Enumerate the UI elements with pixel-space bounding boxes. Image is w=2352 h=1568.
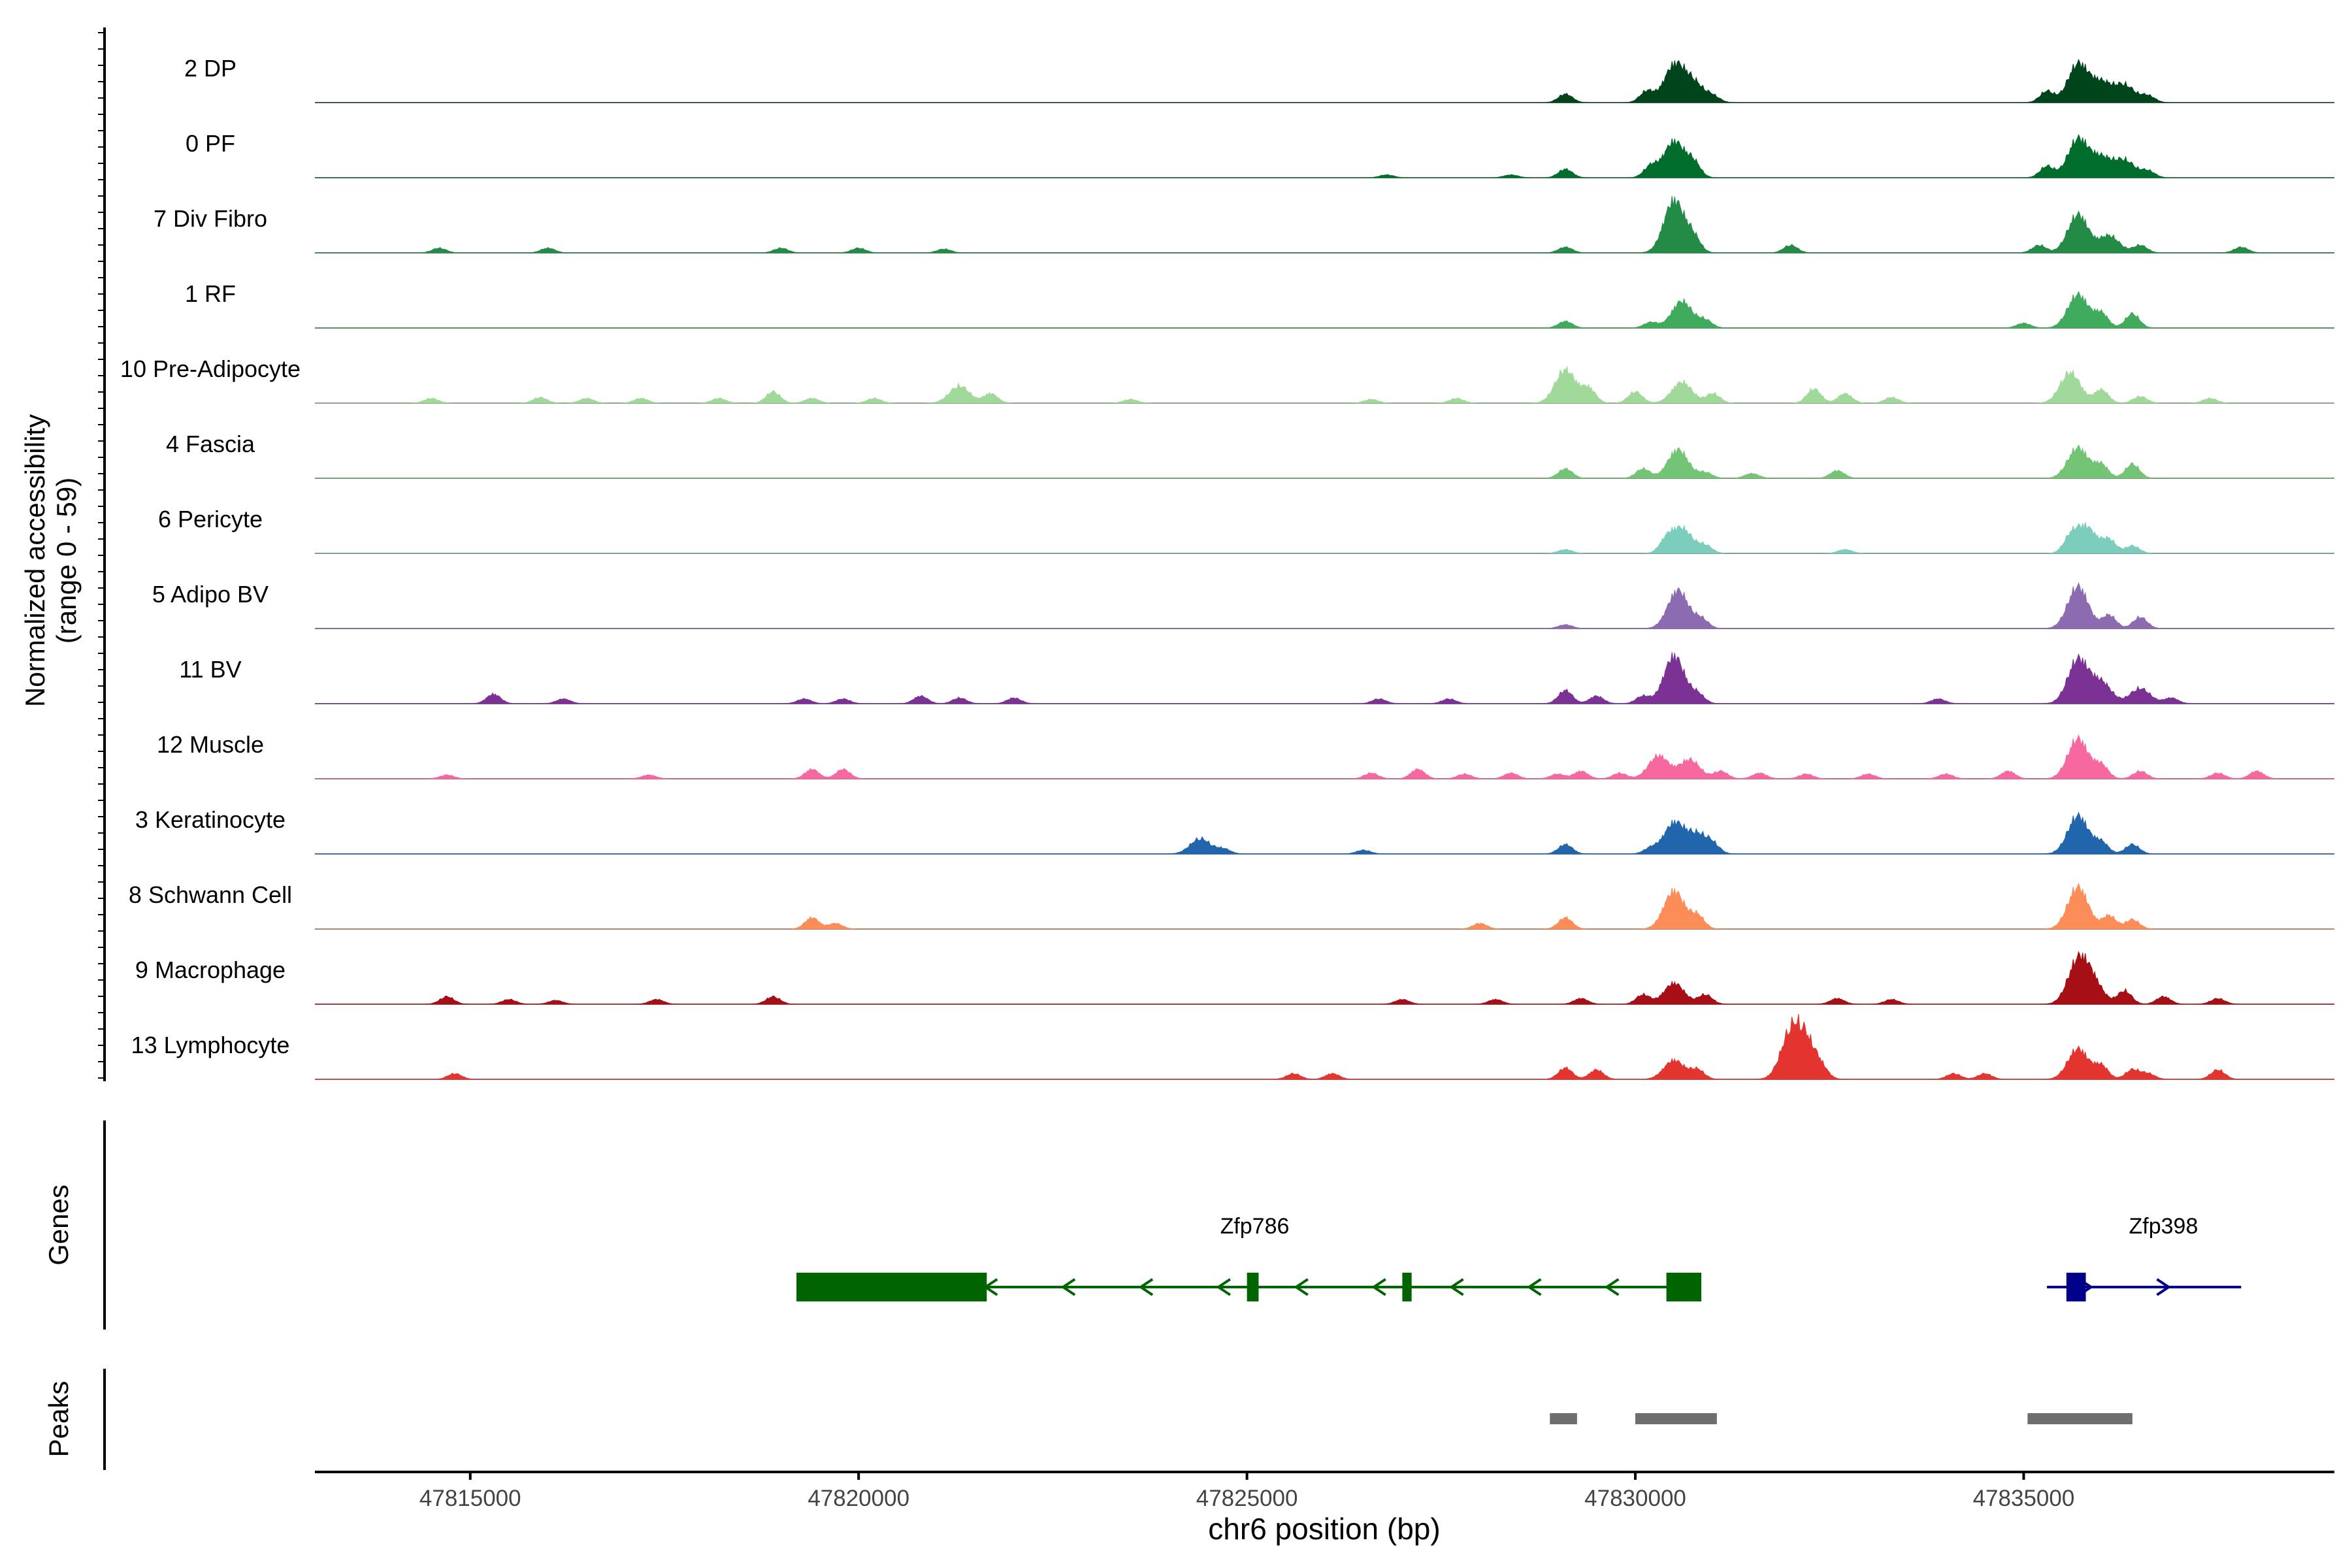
track-label: 0 PF [186, 130, 235, 157]
gene-name-label: Zfp398 [2129, 1214, 2198, 1239]
coverage-area [315, 811, 2334, 855]
strand-arrow-icon [1216, 1278, 1232, 1296]
coverage-area [315, 882, 2334, 930]
track-2: 0 PF [186, 130, 2334, 178]
track-4: 1 RF [185, 280, 2334, 329]
gene-name-label: Zfp786 [1220, 1214, 1290, 1239]
coverage-area [315, 1013, 2334, 1080]
track-label: 3 Keratinocyte [135, 806, 286, 833]
coverage-y-axis [98, 27, 106, 1081]
strand-arrow-icon [1448, 1278, 1464, 1296]
x-tick-label: 47825000 [1196, 1486, 1298, 1511]
track-3: 7 Div Fibro [154, 196, 2334, 253]
track-5: 10 Pre-Adipocyte [120, 355, 2334, 404]
strand-arrow-icon [1526, 1278, 1542, 1296]
x-tick-label: 47820000 [808, 1486, 909, 1511]
coverage-area [315, 366, 2334, 404]
coverage-area [315, 291, 2334, 329]
gene-exon [1247, 1273, 1259, 1301]
coverage-tracks: 2 DP 0 PF 7 Div Fibro 1 RF 10 Pre-Adipocyte 4… [120, 55, 2334, 1080]
coverage-area [315, 522, 2334, 554]
peaks-panel-label: Peaks [43, 1381, 74, 1458]
track-13: 9 Macrophage [135, 951, 2334, 1005]
strand-arrow-icon [1604, 1278, 1620, 1296]
track-label: 1 RF [185, 280, 236, 307]
coverage-area [315, 734, 2334, 779]
genes-panel-label: Genes [43, 1184, 74, 1266]
track-14: 13 Lymphocyte [131, 1013, 2334, 1080]
coverage-area [315, 58, 2334, 103]
coverage-area [315, 444, 2334, 479]
strand-arrow-icon [1060, 1278, 1076, 1296]
coverage-area [315, 133, 2334, 178]
strand-arrow-icon [2078, 1278, 2094, 1296]
strand-arrow-icon [1294, 1278, 1309, 1296]
gene-zfp398: Zfp398 [2047, 1214, 2242, 1301]
track-label: 10 Pre-Adipocyte [120, 355, 301, 382]
coverage-area [315, 951, 2334, 1005]
peak-region-bar [1635, 1413, 1717, 1424]
strand-arrow-icon [1138, 1278, 1154, 1296]
track-label: 8 Schwann Cell [129, 881, 292, 908]
track-label: 11 BV [179, 656, 241, 683]
strand-arrow-icon [1371, 1278, 1386, 1296]
gene-annotation-panel: Zfp786 Zfp398 [796, 1214, 2242, 1301]
gene-exon [1402, 1273, 1412, 1301]
coverage-area [315, 196, 2334, 253]
track-label: 7 Div Fibro [154, 205, 267, 232]
track-1: 2 DP [184, 55, 2334, 103]
track-9: 11 BV [179, 652, 2334, 704]
gene-exon [796, 1273, 987, 1301]
peak-region-bar [2027, 1413, 2132, 1424]
track-10: 12 Muscle [157, 731, 2334, 779]
track-6: 4 Fascia [166, 431, 2334, 479]
x-tick-label: 47830000 [1584, 1486, 1686, 1511]
gene-exon [1666, 1273, 1702, 1301]
track-label: 5 Adipo BV [152, 581, 269, 608]
y-axis-label-line2: (range 0 - 59) [51, 478, 82, 644]
strand-arrow-icon [827, 1278, 843, 1296]
track-label: 9 Macrophage [135, 956, 286, 983]
y-axis-label-line1: Normalized accessibility [20, 414, 50, 707]
gene-exon [2066, 1273, 2086, 1301]
track-label: 12 Muscle [157, 731, 264, 758]
x-axis-ticks: 47815000 47820000 47825000 47830000 47835000 [419, 1472, 2074, 1511]
x-tick-label: 47835000 [1973, 1486, 2075, 1511]
strand-arrow-icon [983, 1278, 998, 1296]
track-label: 13 Lymphocyte [131, 1032, 290, 1058]
track-label: 4 Fascia [166, 431, 255, 457]
coverage-area [315, 652, 2334, 704]
track-label: 2 DP [184, 55, 237, 82]
gene-zfp786: Zfp786 [796, 1214, 1702, 1301]
strand-arrow-icon [905, 1278, 921, 1296]
track-8: 5 Adipo BV [152, 581, 2334, 629]
x-tick-label: 47815000 [419, 1486, 521, 1511]
x-axis-label: chr6 position (bp) [1208, 1512, 1440, 1546]
strand-arrow-icon [2156, 1278, 2172, 1296]
track-12: 8 Schwann Cell [129, 881, 2334, 930]
track-11: 3 Keratinocyte [135, 806, 2334, 855]
track-7: 6 Pericyte [158, 506, 2334, 554]
track-label: 6 Pericyte [158, 506, 263, 532]
peak-regions-panel [1550, 1413, 2132, 1424]
coverage-area [315, 581, 2334, 629]
peak-region-bar [1550, 1413, 1577, 1424]
